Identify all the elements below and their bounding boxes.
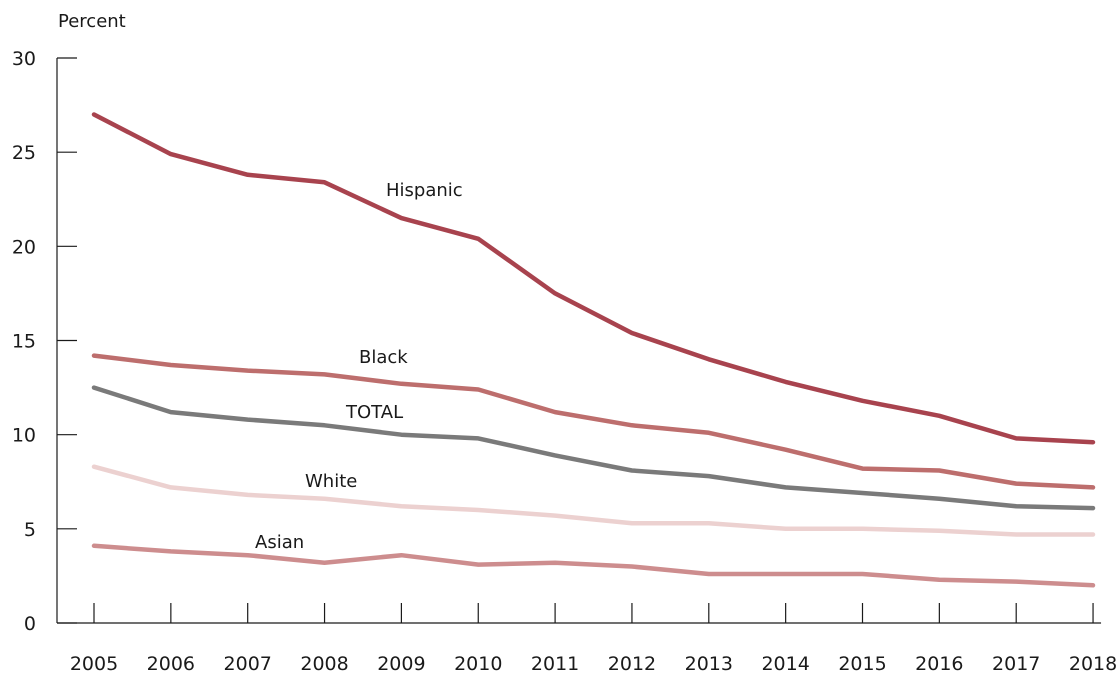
series-label-hispanic: Hispanic [386,180,463,201]
y-tick-label: 30 [12,48,36,70]
x-tick-label: 2007 [224,653,272,673]
x-tick-label: 2008 [300,653,348,673]
y-tick-label: 5 [24,519,36,541]
axes: 0 5 10 15 20 25 30 2005 2006 2007 2008 2009 2010 2011… [12,48,1117,673]
x-tick-label: 2017 [992,653,1040,673]
series-line-hispanic [91,112,1096,445]
x-tick-label: 2013 [685,653,733,673]
series-lines [91,112,1096,588]
x-tick-label: 2010 [454,653,502,673]
y-tick-label: 25 [12,142,36,164]
series-label-black: Black [359,347,408,368]
x-tick-label: 2012 [608,653,656,673]
y-tick-label: 15 [12,331,36,353]
series-line-black [91,353,1096,490]
series-line-white [91,464,1096,537]
series-label-asian: Asian [255,532,304,553]
x-tick-label: 2014 [761,653,809,673]
x-tick-label: 2016 [915,653,963,673]
y-tick-label: 20 [12,236,36,258]
x-tick-label: 2009 [377,653,425,673]
y-tick-label: 10 [12,425,36,447]
series-label-white: White [305,471,357,492]
series-label-total: TOTAL [345,402,403,423]
y-tick-label: 0 [24,613,36,635]
y-axis-title: Percent [58,11,126,32]
series-line-total [91,385,1096,511]
series-line-asian [91,543,1096,588]
x-tick-label: 2006 [147,653,195,673]
x-tick-label: 2005 [70,653,118,673]
series-labels: Hispanic Black TOTAL White Asian [255,180,463,553]
x-tick-label: 2018 [1069,653,1117,673]
x-tick-label: 2011 [531,653,579,673]
x-tick-label: 2015 [838,653,886,673]
